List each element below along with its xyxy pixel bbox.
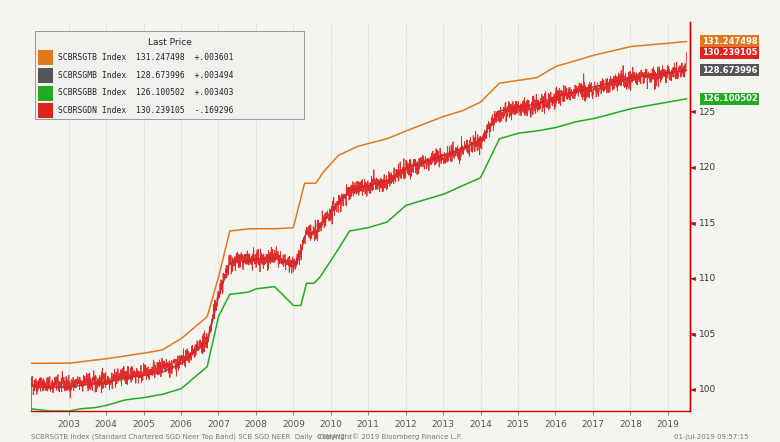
Text: 130.239105: 130.239105 xyxy=(702,48,757,57)
Text: ◄: ◄ xyxy=(690,385,697,393)
Text: 131.247498: 131.247498 xyxy=(702,37,757,46)
Text: ◄: ◄ xyxy=(690,217,697,227)
Text: ◄: ◄ xyxy=(690,107,697,115)
Text: 128.673996: 128.673996 xyxy=(702,66,757,75)
Text: SCBRSGTB Index  131.247498  +.003601: SCBRSGTB Index 131.247498 +.003601 xyxy=(58,53,233,62)
Text: SCBRSGBB Index  126.100502  +.003403: SCBRSGBB Index 126.100502 +.003403 xyxy=(58,88,233,97)
Text: SCBRSGTB Index (Standard Chartered SGD Neer Top Band) SCB SGD NEER  Daily  09MAY: SCBRSGTB Index (Standard Chartered SGD N… xyxy=(31,433,345,440)
Text: ◄: ◄ xyxy=(690,273,697,282)
Text: ◄: ◄ xyxy=(690,162,697,171)
Text: SCBRSGMB Index  128.673996  +.003494: SCBRSGMB Index 128.673996 +.003494 xyxy=(58,71,233,80)
Bar xyxy=(37,103,52,118)
Text: 01-Jul-2019 09:57:15: 01-Jul-2019 09:57:15 xyxy=(674,434,749,440)
Bar xyxy=(37,50,52,65)
Text: 126.100502: 126.100502 xyxy=(702,94,757,103)
Bar xyxy=(37,86,52,101)
Text: Copyright© 2019 Bloomberg Finance L.P.: Copyright© 2019 Bloomberg Finance L.P. xyxy=(318,433,462,440)
Text: ◄: ◄ xyxy=(690,329,697,338)
Text: Last Price: Last Price xyxy=(147,38,192,47)
Text: SCBRSGDN Index  130.239105  -.169296: SCBRSGDN Index 130.239105 -.169296 xyxy=(58,106,233,115)
Bar xyxy=(37,68,52,83)
